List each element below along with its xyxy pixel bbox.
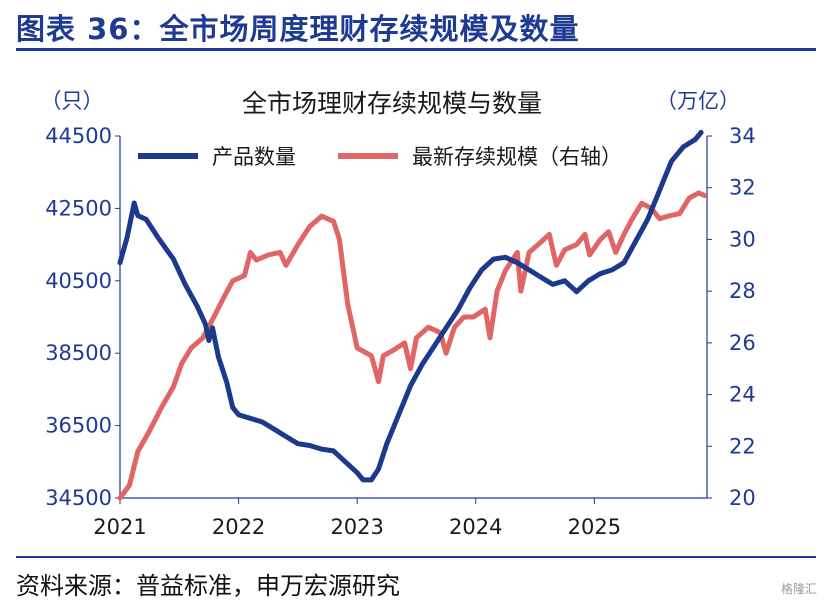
watermark: 格隆汇 bbox=[780, 582, 817, 596]
x-tick-label: 2022 bbox=[212, 515, 265, 539]
right-tick-label: 24 bbox=[729, 383, 756, 407]
series-line-product-count bbox=[117, 129, 704, 483]
series-line-outstanding-scale bbox=[117, 190, 708, 501]
right-tick-label: 30 bbox=[729, 227, 756, 251]
legend-label-count: 产品数量 bbox=[212, 145, 296, 169]
right-tick-label: 22 bbox=[729, 434, 756, 458]
x-tick-label: 2025 bbox=[568, 515, 621, 539]
left-tick-label: 44500 bbox=[45, 124, 112, 148]
title-rule bbox=[16, 48, 816, 51]
x-tick-label: 2023 bbox=[330, 515, 383, 539]
chart-title: 全市场理财存续规模与数量 bbox=[242, 89, 542, 118]
x-tick-label: 2021 bbox=[93, 515, 146, 539]
right-tick-label: 32 bbox=[729, 176, 756, 200]
x-tick-label: 2024 bbox=[449, 515, 502, 539]
right-tick-label: 20 bbox=[729, 486, 756, 510]
left-axis-unit: （只） bbox=[41, 89, 104, 113]
left-tick-label: 40500 bbox=[45, 269, 112, 293]
left-tick-label: 38500 bbox=[45, 341, 112, 365]
source-rule bbox=[16, 556, 816, 558]
right-axis-unit: （万亿） bbox=[656, 89, 740, 113]
source-note: 资料来源：普益标准，申万宏源研究 bbox=[16, 572, 400, 600]
series-layer bbox=[117, 129, 708, 501]
legend-label-scale: 最新存续规模（右轴） bbox=[412, 145, 622, 169]
axes: 44500 42500 40500 38500 36500 34500 34 32 30 28 26… bbox=[45, 124, 756, 539]
left-tick-label: 34500 bbox=[45, 486, 112, 510]
chart-canvas: 全市场理财存续规模与数量 （只） （万亿） 产品数量 最新存续规模（右轴） 44… bbox=[41, 89, 756, 539]
figure-title: 图表 36：全市场周度理财存续规模及数量 bbox=[16, 12, 580, 46]
left-tick-label: 36500 bbox=[45, 414, 112, 438]
right-tick-label: 34 bbox=[729, 124, 756, 148]
left-tick-label: 42500 bbox=[45, 196, 112, 220]
right-tick-label: 28 bbox=[729, 279, 756, 303]
legend: 产品数量 最新存续规模（右轴） bbox=[138, 145, 622, 169]
right-tick-label: 26 bbox=[729, 331, 756, 355]
